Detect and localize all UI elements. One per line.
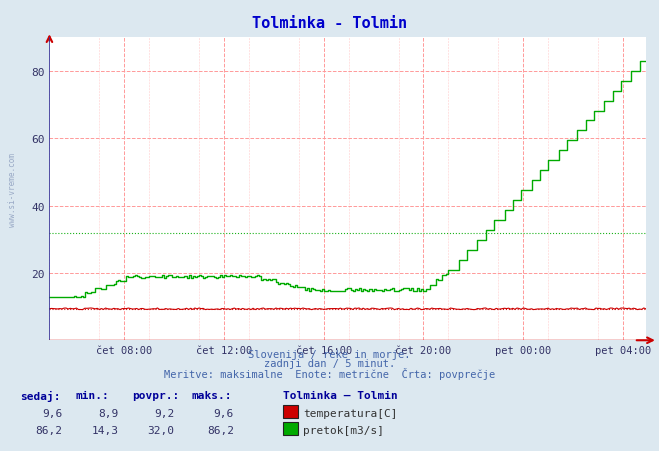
Text: 32,0: 32,0 [148, 425, 175, 435]
Text: Tolminka – Tolmin: Tolminka – Tolmin [283, 390, 398, 400]
Text: povpr.:: povpr.: [132, 390, 179, 400]
Text: maks.:: maks.: [191, 390, 231, 400]
Text: Meritve: maksimalne  Enote: metrične  Črta: povprečje: Meritve: maksimalne Enote: metrične Črta… [164, 368, 495, 380]
Text: 9,2: 9,2 [154, 408, 175, 418]
Text: sedaj:: sedaj: [20, 390, 60, 401]
Text: Slovenija / reke in morje.: Slovenija / reke in morje. [248, 350, 411, 359]
Text: 9,6: 9,6 [214, 408, 234, 418]
Text: 86,2: 86,2 [36, 425, 63, 435]
Text: 86,2: 86,2 [207, 425, 234, 435]
Text: temperatura[C]: temperatura[C] [303, 408, 397, 418]
Text: zadnji dan / 5 minut.: zadnji dan / 5 minut. [264, 359, 395, 368]
Text: min.:: min.: [76, 390, 109, 400]
Text: 14,3: 14,3 [92, 425, 119, 435]
Text: pretok[m3/s]: pretok[m3/s] [303, 425, 384, 435]
Text: Tolminka - Tolmin: Tolminka - Tolmin [252, 16, 407, 31]
Text: 9,6: 9,6 [42, 408, 63, 418]
Text: www.si-vreme.com: www.si-vreme.com [8, 152, 17, 226]
Text: 8,9: 8,9 [98, 408, 119, 418]
